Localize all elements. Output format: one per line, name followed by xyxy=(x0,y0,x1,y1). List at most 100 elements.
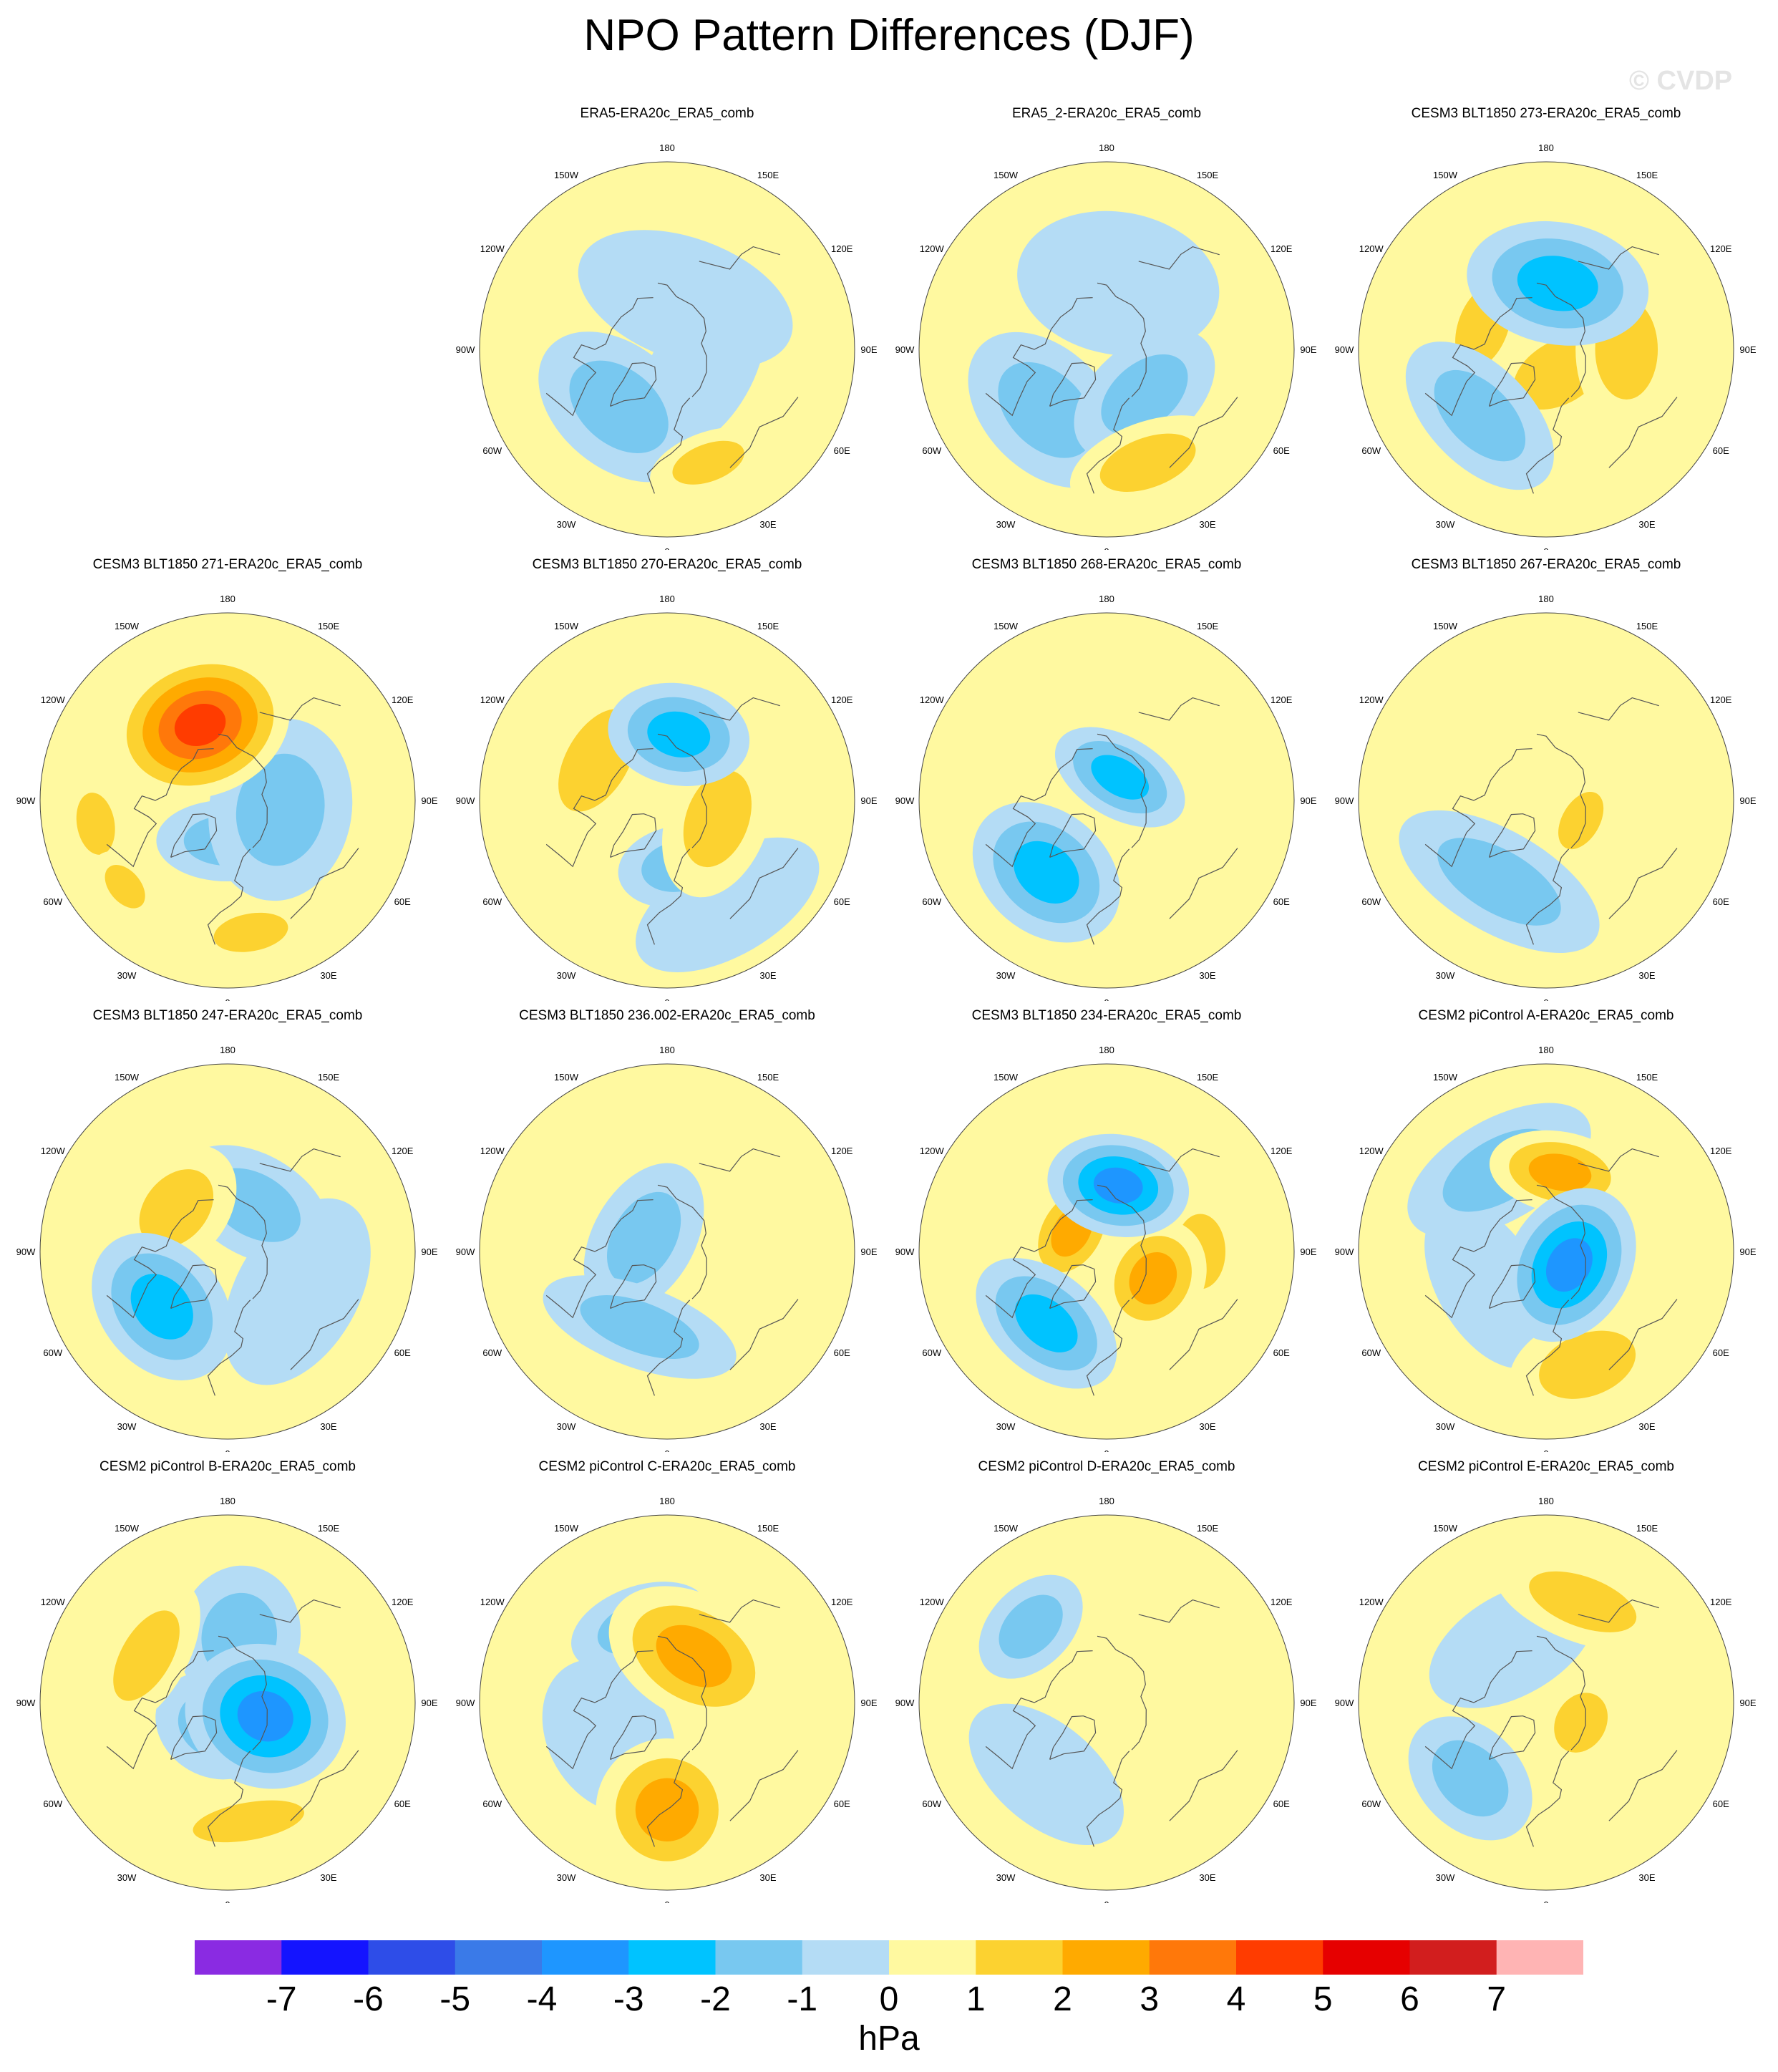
longitude-label: 120E xyxy=(831,1597,853,1607)
panel-title: CESM3 BLT1850 236.002-ERA20c_ERA5_comb xyxy=(519,1008,815,1023)
coastline xyxy=(1086,1751,1130,1847)
longitude-label: 30W xyxy=(117,970,137,981)
coastline xyxy=(106,1199,214,1319)
longitude-label: 150E xyxy=(1636,1072,1658,1083)
anomaly-contour xyxy=(656,1625,732,1688)
map-border xyxy=(1358,1063,1734,1440)
polar-map: 180 150E 120E 90E 60E 30E 0 30W 60W 90W 120W 150W xyxy=(1335,1496,1757,1903)
map-panel: CESM2 piControl B-ERA20c_ERA5_comb 180 150… xyxy=(6,1459,450,1903)
colorbar-swatch xyxy=(455,1940,543,1975)
longitude-label: 120W xyxy=(1359,243,1384,254)
anomaly-contour xyxy=(636,837,820,972)
coastline xyxy=(1536,1184,1586,1299)
longitude-label: 0 xyxy=(664,546,669,550)
longitude-label: 60E xyxy=(834,445,850,456)
anomaly-contour xyxy=(1528,1153,1592,1191)
longitude-label: 0 xyxy=(225,1448,230,1452)
longitude-label: 180 xyxy=(659,1496,675,1506)
longitude-label: 120E xyxy=(1710,694,1732,705)
colorbar-swatch xyxy=(1149,1940,1237,1975)
colorbar-tick-label: 7 xyxy=(1487,1980,1507,2018)
map-panel: CESM3 BLT1850 234-ERA20c_ERA5_comb 180 150… xyxy=(885,1008,1328,1452)
longitude-label: 60E xyxy=(1273,1799,1290,1809)
longitude-label: 150W xyxy=(554,170,579,180)
coastline xyxy=(610,1264,657,1309)
coastline xyxy=(1578,1148,1659,1172)
coastline xyxy=(170,813,218,858)
longitude-label: 180 xyxy=(1538,594,1554,604)
anomaly-contour xyxy=(1437,838,1561,926)
colorbar-swatch xyxy=(802,1940,890,1975)
longitude-label: 120E xyxy=(392,694,414,705)
coastline xyxy=(1138,246,1220,270)
longitude-label: 120E xyxy=(1271,1146,1293,1156)
map-panel: CESM3 BLT1850 236.002-ERA20c_ERA5_comb 18… xyxy=(445,1008,889,1452)
polar-map: 180 150E 120E 90E 60E 30E 0 30W 60W 90W 120W 150W xyxy=(1335,142,1757,550)
longitude-label: 120W xyxy=(920,1146,945,1156)
map-border xyxy=(918,612,1295,989)
longitude-label: 150E xyxy=(1636,621,1658,631)
longitude-label: 0 xyxy=(1104,1899,1109,1903)
panel-title: CESM3 BLT1850 273-ERA20c_ERA5_comb xyxy=(1411,106,1681,121)
coastline xyxy=(1536,282,1586,397)
longitude-label: 150W xyxy=(994,170,1019,180)
longitude-label: 0 xyxy=(1543,1448,1548,1452)
longitude-label: 90W xyxy=(895,1246,915,1257)
colorbar-swatch xyxy=(1062,1940,1150,1975)
longitude-label: 90E xyxy=(1300,344,1316,355)
longitude-label: 90W xyxy=(16,795,36,806)
longitude-label: 30E xyxy=(1199,1421,1215,1432)
coastline xyxy=(985,1199,1093,1319)
longitude-label: 60E xyxy=(394,1799,411,1809)
longitude-label: 90W xyxy=(895,795,915,806)
longitude-label: 90E xyxy=(860,795,877,806)
longitude-label: 120W xyxy=(41,1146,66,1156)
coastline xyxy=(699,697,780,721)
longitude-label: 60W xyxy=(482,1347,502,1358)
longitude-label: 30E xyxy=(759,970,776,981)
longitude-label: 90E xyxy=(421,1698,437,1708)
colorbar-swatch xyxy=(715,1940,803,1975)
longitude-label: 30E xyxy=(1199,970,1215,981)
map-panel: CESM2 piControl C-ERA20c_ERA5_comb 180 150… xyxy=(445,1459,889,1903)
longitude-label: 60W xyxy=(922,1799,941,1809)
longitude-label: 150E xyxy=(757,170,779,180)
coastline xyxy=(1424,748,1532,868)
longitude-label: 90E xyxy=(1300,795,1316,806)
coastline xyxy=(1169,397,1238,468)
coastline xyxy=(1489,1264,1536,1309)
longitude-label: 60W xyxy=(922,1347,941,1358)
map-border xyxy=(1358,612,1734,989)
coastline xyxy=(985,748,1093,868)
longitude-label: 150W xyxy=(554,621,579,631)
coastline xyxy=(1138,1148,1220,1172)
coastline xyxy=(729,397,799,468)
watermark-text: © CVDP xyxy=(1629,66,1733,96)
anomaly-contour xyxy=(1099,433,1196,492)
coastline xyxy=(1169,1750,1238,1821)
longitude-label: 60E xyxy=(1713,1347,1729,1358)
longitude-label: 90E xyxy=(421,795,437,806)
longitude-label: 30W xyxy=(1436,1872,1455,1883)
coastline xyxy=(699,1148,780,1172)
longitude-label: 120E xyxy=(392,1597,414,1607)
anomaly-contour xyxy=(647,711,711,757)
anomaly-contour xyxy=(1409,669,1540,811)
longitude-label: 60W xyxy=(922,445,941,456)
longitude-label: 120W xyxy=(480,1597,505,1607)
longitude-label: 90W xyxy=(456,1246,475,1257)
longitude-label: 150W xyxy=(554,1072,579,1083)
longitude-label: 180 xyxy=(1538,142,1554,153)
coastline xyxy=(1138,697,1220,721)
coastline xyxy=(545,748,654,868)
map-panel: CESM2 piControl A-ERA20c_ERA5_comb 180 150… xyxy=(1324,1008,1768,1452)
coastline xyxy=(1536,733,1586,848)
coastline xyxy=(610,1715,657,1760)
anomaly-contour xyxy=(193,1800,304,1843)
polar-map: 180 150E 120E 90E 60E 30E 0 30W 60W 90W 120W 150W xyxy=(456,1045,878,1452)
coastline xyxy=(207,1299,251,1396)
colorbar-tick-label: -1 xyxy=(787,1980,818,2018)
colorbar-units-label: hPa xyxy=(858,2020,920,2058)
longitude-label: 150W xyxy=(994,1072,1019,1083)
map-panel: CESM3 BLT1850 268-ERA20c_ERA5_comb 180 150… xyxy=(885,557,1328,1001)
